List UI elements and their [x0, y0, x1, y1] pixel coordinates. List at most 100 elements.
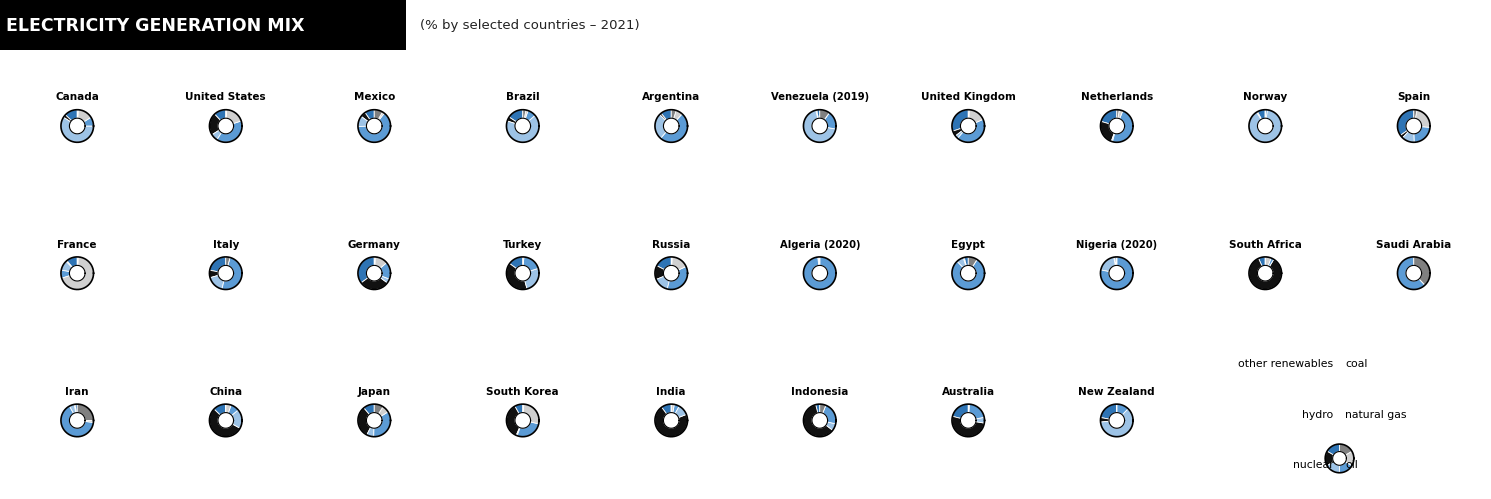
Wedge shape	[656, 257, 671, 269]
Text: Argentina: Argentina	[643, 92, 701, 102]
Wedge shape	[1269, 259, 1273, 266]
Wedge shape	[951, 110, 968, 131]
Wedge shape	[668, 266, 687, 289]
Wedge shape	[78, 110, 91, 122]
Wedge shape	[525, 111, 535, 121]
Wedge shape	[523, 110, 526, 118]
Wedge shape	[1397, 257, 1425, 289]
Text: New Zealand: New Zealand	[1078, 387, 1156, 397]
Wedge shape	[1413, 110, 1416, 118]
Wedge shape	[1100, 409, 1133, 437]
Wedge shape	[674, 110, 683, 120]
Text: Saudi Arabia: Saudi Arabia	[1376, 240, 1451, 250]
Wedge shape	[957, 257, 966, 267]
Wedge shape	[215, 110, 225, 120]
Wedge shape	[1413, 127, 1430, 142]
Wedge shape	[957, 119, 984, 142]
Wedge shape	[61, 261, 72, 272]
Wedge shape	[953, 128, 962, 136]
Wedge shape	[956, 131, 963, 138]
Wedge shape	[364, 404, 374, 414]
Wedge shape	[963, 257, 966, 266]
Wedge shape	[367, 427, 374, 437]
Wedge shape	[968, 257, 977, 266]
Wedge shape	[804, 257, 836, 289]
Wedge shape	[228, 405, 239, 415]
Text: Venezuela (2019): Venezuela (2019)	[771, 92, 869, 102]
Wedge shape	[78, 404, 94, 420]
Text: Italy: Italy	[213, 240, 239, 250]
Text: (% by selected countries – 2021): (% by selected countries – 2021)	[420, 19, 640, 32]
Wedge shape	[215, 404, 225, 415]
Wedge shape	[1419, 279, 1425, 285]
Wedge shape	[61, 406, 94, 437]
Wedge shape	[953, 404, 968, 419]
Wedge shape	[358, 408, 371, 435]
Wedge shape	[1117, 110, 1120, 118]
Text: Japan: Japan	[358, 387, 391, 397]
Wedge shape	[212, 130, 222, 140]
Wedge shape	[969, 404, 984, 419]
Wedge shape	[379, 112, 385, 120]
Wedge shape	[380, 262, 391, 279]
Text: Nigeria (2020): Nigeria (2020)	[1077, 240, 1157, 250]
Wedge shape	[61, 270, 70, 278]
Wedge shape	[525, 110, 528, 119]
Wedge shape	[662, 404, 671, 414]
Text: United Kingdom: United Kingdom	[921, 92, 1015, 102]
Wedge shape	[661, 110, 671, 120]
Wedge shape	[656, 276, 669, 289]
Wedge shape	[817, 110, 820, 118]
Wedge shape	[817, 257, 819, 265]
Wedge shape	[816, 404, 820, 413]
Wedge shape	[1117, 404, 1129, 415]
Wedge shape	[1257, 112, 1261, 119]
Text: Iran: Iran	[66, 387, 89, 397]
Wedge shape	[823, 405, 836, 424]
Wedge shape	[358, 116, 368, 127]
Wedge shape	[379, 407, 388, 416]
Wedge shape	[67, 257, 78, 267]
Wedge shape	[655, 265, 665, 279]
Wedge shape	[804, 405, 833, 437]
Text: South Korea: South Korea	[486, 387, 559, 397]
Wedge shape	[507, 115, 540, 142]
Wedge shape	[508, 110, 523, 122]
Wedge shape	[225, 257, 230, 265]
Wedge shape	[228, 257, 230, 265]
Wedge shape	[209, 114, 221, 135]
Wedge shape	[820, 404, 826, 413]
Wedge shape	[671, 404, 674, 413]
Wedge shape	[1258, 257, 1266, 266]
Wedge shape	[64, 115, 72, 122]
Text: ELECTRICITY GENERATION MIX: ELECTRICITY GENERATION MIX	[6, 17, 304, 35]
Wedge shape	[1266, 110, 1267, 118]
Wedge shape	[951, 416, 984, 437]
Wedge shape	[977, 417, 984, 423]
Wedge shape	[85, 420, 94, 423]
Wedge shape	[1345, 451, 1354, 466]
Wedge shape	[675, 406, 686, 418]
Wedge shape	[225, 404, 231, 413]
Wedge shape	[374, 110, 383, 119]
Text: India: India	[656, 387, 686, 397]
Wedge shape	[1249, 110, 1282, 142]
Text: Indonesia: Indonesia	[792, 387, 848, 397]
Wedge shape	[1403, 132, 1415, 142]
Wedge shape	[1111, 133, 1115, 142]
Text: other renewables: other renewables	[1239, 359, 1333, 369]
Wedge shape	[1100, 257, 1133, 289]
Wedge shape	[1100, 418, 1109, 422]
Wedge shape	[218, 121, 242, 142]
Wedge shape	[1266, 257, 1272, 266]
Wedge shape	[1400, 131, 1409, 138]
Wedge shape	[972, 259, 977, 266]
Wedge shape	[209, 270, 218, 278]
Text: China: China	[209, 387, 243, 397]
Wedge shape	[655, 115, 666, 138]
Wedge shape	[222, 257, 242, 289]
Wedge shape	[525, 268, 540, 289]
Wedge shape	[965, 257, 968, 265]
Wedge shape	[75, 404, 78, 413]
Wedge shape	[1249, 258, 1282, 289]
